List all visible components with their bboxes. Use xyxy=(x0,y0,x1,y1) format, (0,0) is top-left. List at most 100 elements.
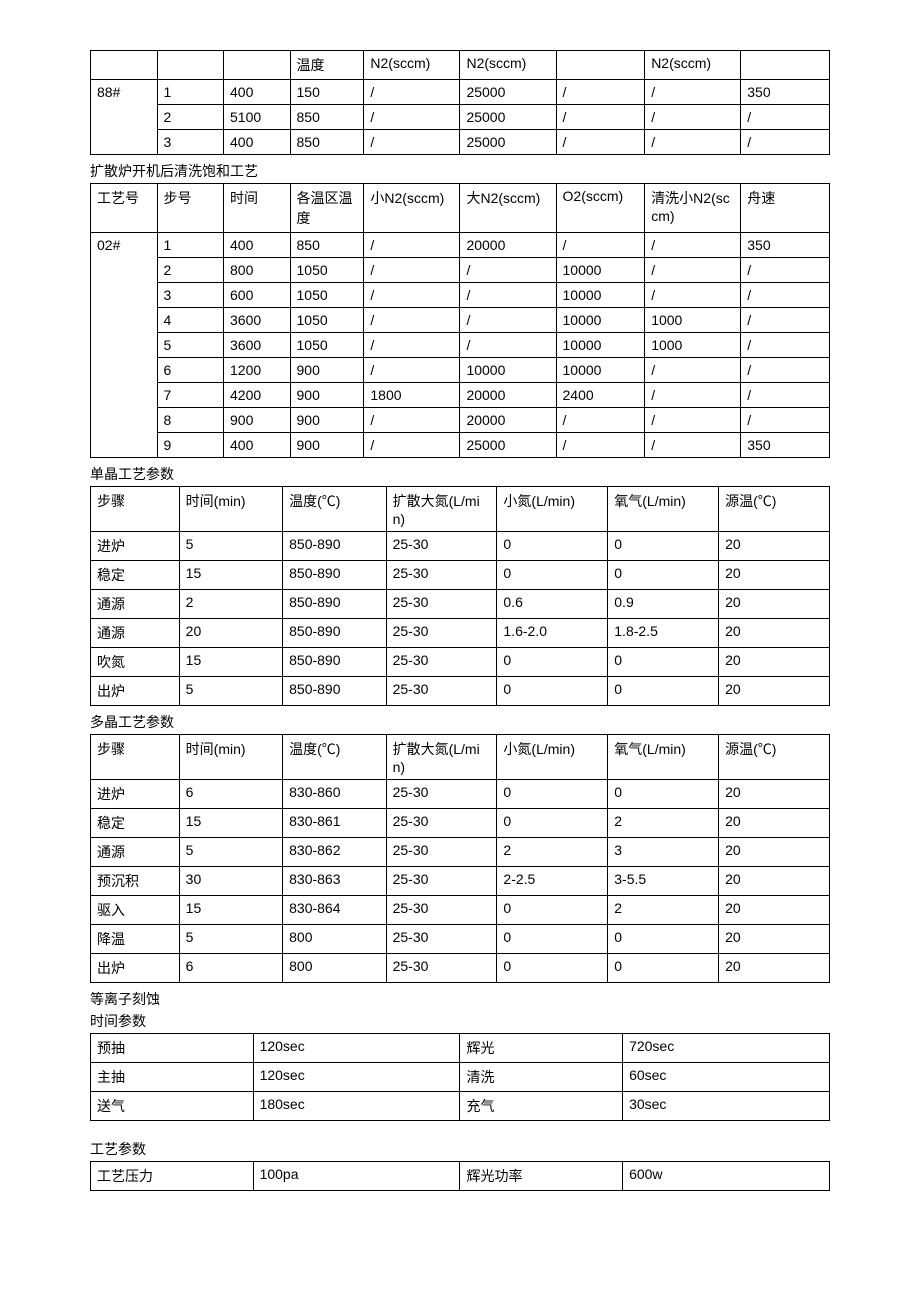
cell: 10000 xyxy=(556,333,645,358)
col-header: 小N2(sccm) xyxy=(364,184,460,233)
cell: 20000 xyxy=(460,408,556,433)
cell: 清洗 xyxy=(460,1063,623,1092)
cell: 900 xyxy=(290,358,364,383)
cell: / xyxy=(556,408,645,433)
cell: 25000 xyxy=(460,80,556,105)
cell: 3-5.5 xyxy=(608,867,719,896)
table-row: 536001050//100001000/ xyxy=(91,333,830,358)
col-header: 扩散大氮(L/min) xyxy=(386,487,497,532)
col-header xyxy=(157,51,224,80)
cell: 0 xyxy=(497,648,608,677)
table6: 工艺压力100pa辉光功率600w xyxy=(90,1161,830,1191)
cell: 850-890 xyxy=(283,677,386,706)
cell: / xyxy=(364,233,460,258)
cell: 30 xyxy=(179,867,282,896)
table-header-row: 工艺号 步号 时间 各温区温度 小N2(sccm) 大N2(sccm) O2(s… xyxy=(91,184,830,233)
cell: 通源 xyxy=(91,838,180,867)
cell: / xyxy=(645,408,741,433)
table-row: 稳定15850-89025-300020 xyxy=(91,561,830,590)
cell: 350 xyxy=(741,433,830,458)
cell: 出炉 xyxy=(91,677,180,706)
cell: 0 xyxy=(608,780,719,809)
cell: 5100 xyxy=(224,105,291,130)
cell: 400 xyxy=(224,433,291,458)
cell: 工艺压力 xyxy=(91,1162,254,1191)
cell: 1200 xyxy=(224,358,291,383)
cell: 6 xyxy=(179,954,282,983)
table2: 工艺号 步号 时间 各温区温度 小N2(sccm) 大N2(sccm) O2(s… xyxy=(90,183,830,458)
col-header: 氧气(L/min) xyxy=(608,487,719,532)
table3: 步骤 时间(min) 温度(℃) 扩散大氮(L/min) 小氮(L/min) 氧… xyxy=(90,486,830,706)
cell: 1050 xyxy=(290,333,364,358)
cell: 25-30 xyxy=(386,867,497,896)
cell: 850 xyxy=(290,130,364,155)
cell: 15 xyxy=(179,896,282,925)
col-header: 温度(℃) xyxy=(283,735,386,780)
cell: 3 xyxy=(157,130,224,155)
cell: 830-860 xyxy=(283,780,386,809)
cell: / xyxy=(460,333,556,358)
cell: 5 xyxy=(179,677,282,706)
cell: 5 xyxy=(179,925,282,954)
table-row: 9400900/25000//350 xyxy=(91,433,830,458)
cell: 20 xyxy=(719,619,830,648)
cell: / xyxy=(741,283,830,308)
cell: / xyxy=(741,408,830,433)
cell: / xyxy=(460,258,556,283)
cell: 600 xyxy=(224,283,291,308)
cell: 350 xyxy=(741,233,830,258)
cell: 1050 xyxy=(290,258,364,283)
cell: 0 xyxy=(497,809,608,838)
cell: 25-30 xyxy=(386,677,497,706)
table5: 预抽120sec辉光720sec 主抽120sec清洗60sec 送气180se… xyxy=(90,1033,830,1121)
cell: 900 xyxy=(290,383,364,408)
cell: 830-864 xyxy=(283,896,386,925)
cell: / xyxy=(364,283,460,308)
col-header: 清洗小N2(sccm) xyxy=(645,184,741,233)
cell: 0.6 xyxy=(497,590,608,619)
cell: / xyxy=(741,308,830,333)
cell: / xyxy=(741,383,830,408)
col-header xyxy=(741,51,830,80)
table1: 温度 N2(sccm) N2(sccm) N2(sccm) 88# 1 400 … xyxy=(90,50,830,155)
cell: 25-30 xyxy=(386,561,497,590)
cell: 9 xyxy=(157,433,224,458)
cell: 3 xyxy=(157,283,224,308)
table-row: 3 400 850 / 25000 / / / xyxy=(91,130,830,155)
col-header: 时间 xyxy=(224,184,291,233)
cell: 稳定 xyxy=(91,809,180,838)
cell: 出炉 xyxy=(91,954,180,983)
cell: 1 xyxy=(157,233,224,258)
cell: / xyxy=(741,130,830,155)
table-row: 通源20850-89025-301.6-2.01.8-2.520 xyxy=(91,619,830,648)
col-header: 源温(℃) xyxy=(719,735,830,780)
col-header: O2(sccm) xyxy=(556,184,645,233)
cell: 15 xyxy=(179,561,282,590)
cell: 400 xyxy=(224,233,291,258)
cell: 10000 xyxy=(460,358,556,383)
cell: 15 xyxy=(179,809,282,838)
cell: 25-30 xyxy=(386,838,497,867)
cell: 850-890 xyxy=(283,590,386,619)
cell: 25-30 xyxy=(386,954,497,983)
cell: 0.9 xyxy=(608,590,719,619)
cell: 20 xyxy=(719,677,830,706)
col-header: 氧气(L/min) xyxy=(608,735,719,780)
cell: 0 xyxy=(497,925,608,954)
cell: 主抽 xyxy=(91,1063,254,1092)
cell: 850 xyxy=(290,105,364,130)
table-row: 28001050//10000// xyxy=(91,258,830,283)
table-row: 通源2850-89025-300.60.920 xyxy=(91,590,830,619)
table-row: 36001050//10000// xyxy=(91,283,830,308)
cell: / xyxy=(364,80,460,105)
cell: 1.6-2.0 xyxy=(497,619,608,648)
col-header: 各温区温度 xyxy=(290,184,364,233)
table-row: 8900900/20000/// xyxy=(91,408,830,433)
cell: 2-2.5 xyxy=(497,867,608,896)
cell: 20 xyxy=(719,780,830,809)
cell: 20000 xyxy=(460,233,556,258)
cell: 10000 xyxy=(556,308,645,333)
col-header: 步号 xyxy=(157,184,224,233)
cell: 20 xyxy=(719,532,830,561)
table-row: 进炉6830-86025-300020 xyxy=(91,780,830,809)
